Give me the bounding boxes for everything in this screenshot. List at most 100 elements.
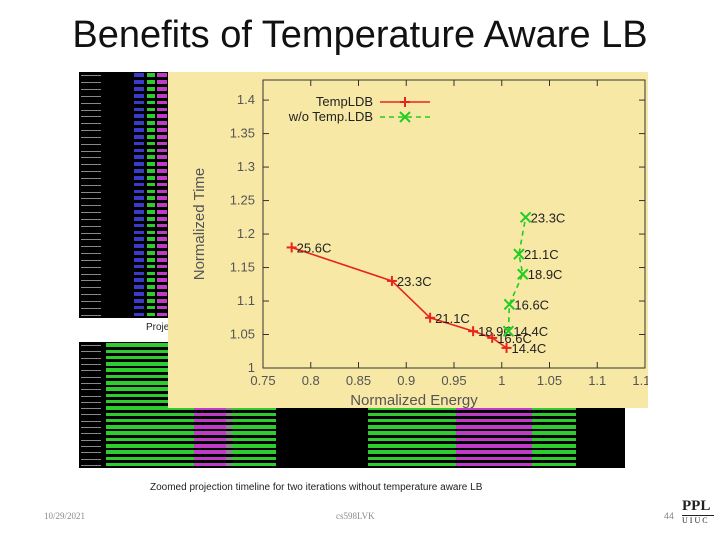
timeline-segment bbox=[226, 412, 232, 416]
timeline-segment bbox=[157, 285, 167, 289]
series-line bbox=[291, 246, 507, 349]
timeline-row-label bbox=[81, 395, 101, 397]
timeline-segment bbox=[193, 444, 227, 448]
timeline-row-label bbox=[81, 280, 101, 282]
timeline-segment bbox=[147, 128, 155, 132]
x-tick-label: 0.75 bbox=[250, 373, 275, 388]
timeline-segment bbox=[147, 216, 155, 221]
timeline-row-label bbox=[81, 75, 101, 77]
timeline-segment bbox=[157, 298, 167, 303]
timeline-segment bbox=[106, 381, 194, 385]
timeline-segment bbox=[226, 462, 232, 467]
timeline-segment bbox=[106, 431, 194, 435]
energy-time-chart: 0.75 0.8 0.85 0.9 0.95 1 1.05 1.1 1.15 1 1.05 1.1 1.… bbox=[168, 72, 648, 408]
timeline-segment bbox=[157, 100, 167, 105]
timeline-segment bbox=[455, 437, 533, 442]
timeline-segment bbox=[134, 216, 144, 221]
timeline-segment bbox=[134, 312, 144, 317]
timeline-row-label bbox=[81, 150, 101, 152]
y-tick-label: 1.25 bbox=[230, 193, 255, 208]
timeline-segment bbox=[134, 162, 144, 166]
series-line bbox=[507, 217, 527, 332]
timeline-segment bbox=[147, 210, 155, 214]
timeline-segment bbox=[147, 107, 155, 112]
x-tick-label: 1.05 bbox=[537, 373, 562, 388]
timeline-segment bbox=[147, 162, 155, 166]
timeline-row-label bbox=[81, 89, 101, 91]
timeline-segment bbox=[134, 100, 144, 105]
timeline-row-label bbox=[81, 143, 101, 145]
timeline-row-label bbox=[81, 351, 101, 353]
y-tick-label: 1.15 bbox=[230, 260, 255, 275]
timeline-row-label bbox=[81, 212, 101, 214]
timeline-segment bbox=[157, 312, 167, 317]
x-tick-label: 1.15 bbox=[632, 373, 648, 388]
timeline-segment bbox=[147, 264, 155, 269]
timeline-row-label bbox=[81, 253, 101, 255]
timeline-segment bbox=[106, 406, 194, 410]
timeline-segment bbox=[134, 93, 144, 98]
timeline-segment bbox=[532, 444, 576, 448]
timeline-segment bbox=[147, 73, 155, 78]
timeline-segment bbox=[134, 196, 144, 201]
timeline-segment bbox=[134, 114, 144, 119]
timeline-segment bbox=[231, 450, 276, 454]
timeline-segment bbox=[147, 189, 155, 194]
timeline-segment bbox=[226, 431, 232, 435]
timeline-segment bbox=[147, 87, 155, 91]
timeline-row-label bbox=[81, 225, 101, 227]
y-tick-label: 1.1 bbox=[237, 293, 255, 308]
timeline-segment bbox=[147, 298, 155, 303]
timeline-segment bbox=[157, 134, 167, 139]
timeline-segment bbox=[157, 237, 167, 242]
timeline-segment bbox=[147, 251, 155, 255]
data-point-label: 18.9C bbox=[528, 267, 563, 282]
timeline-segment bbox=[157, 80, 167, 84]
timeline-segment bbox=[193, 425, 227, 429]
timeline-segment bbox=[157, 162, 167, 166]
timeline-segment bbox=[157, 121, 167, 125]
timeline-segment bbox=[134, 169, 144, 173]
timeline-segment bbox=[134, 257, 144, 262]
timeline-row-label bbox=[81, 136, 101, 138]
timeline-segment bbox=[157, 244, 167, 248]
timeline-segment bbox=[134, 73, 144, 78]
timeline-segment bbox=[157, 189, 167, 194]
timeline-segment bbox=[147, 230, 155, 235]
timeline-segment bbox=[231, 444, 276, 448]
timeline-segment bbox=[147, 271, 155, 276]
y-tick-label: 1.2 bbox=[237, 226, 255, 241]
projection-timeline-image bbox=[79, 72, 179, 318]
timeline-segment bbox=[455, 418, 533, 423]
timeline-segment bbox=[226, 444, 232, 448]
x-axis-title: Normalized Energy bbox=[350, 392, 478, 408]
data-point-label: 25.6C bbox=[297, 240, 332, 255]
timeline-row-label bbox=[81, 198, 101, 200]
timeline-segment bbox=[368, 431, 456, 435]
page-number: 44 bbox=[664, 511, 675, 521]
timeline-segment bbox=[147, 93, 155, 98]
data-point-marker bbox=[399, 111, 411, 123]
timeline-segment bbox=[193, 431, 227, 435]
timeline-segment bbox=[231, 462, 276, 467]
timeline-segment bbox=[231, 425, 276, 429]
y-axis-title: Normalized Time bbox=[191, 168, 208, 281]
timeline-segment bbox=[106, 418, 194, 423]
data-point-marker bbox=[517, 268, 529, 280]
timeline-segment bbox=[193, 437, 227, 442]
timeline-segment bbox=[368, 444, 456, 448]
timeline-segment bbox=[134, 121, 144, 125]
timeline-segment bbox=[134, 87, 144, 91]
timeline-row-label bbox=[81, 116, 101, 118]
timeline-segment bbox=[147, 257, 155, 262]
timeline-segment bbox=[532, 456, 576, 461]
timeline-segment bbox=[134, 244, 144, 248]
timeline-row-label bbox=[81, 232, 101, 234]
timeline-segment bbox=[134, 285, 144, 289]
timeline-segment bbox=[157, 216, 167, 221]
timeline-segment bbox=[157, 107, 167, 112]
data-point-marker bbox=[502, 325, 515, 337]
timeline-segment bbox=[532, 450, 576, 454]
timeline-segment bbox=[157, 148, 167, 153]
timeline-segment bbox=[147, 285, 155, 289]
